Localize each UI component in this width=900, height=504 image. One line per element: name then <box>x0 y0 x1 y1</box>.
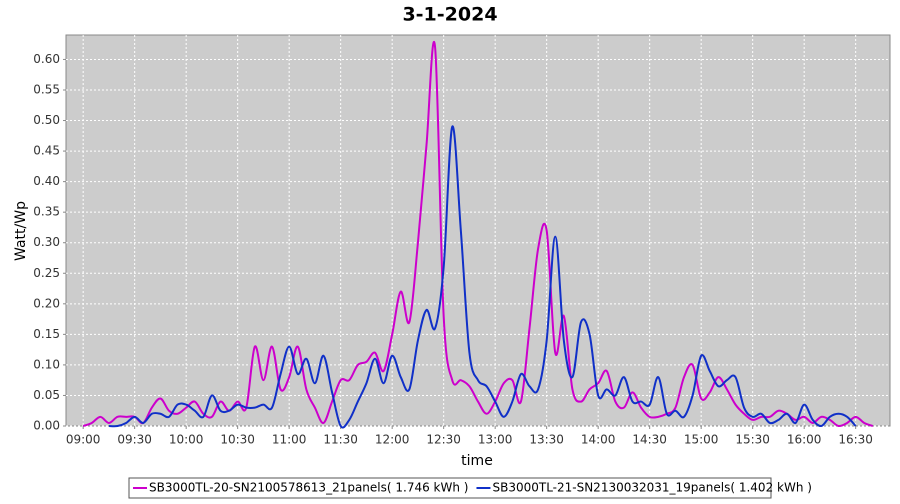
x-tick-label: 11:00 <box>272 433 307 447</box>
legend-box <box>128 477 772 499</box>
x-tick-label: 16:00 <box>787 433 822 447</box>
x-tick-label: 09:30 <box>117 433 152 447</box>
y-tick-label: 0.05 <box>33 388 60 402</box>
y-tick-label: 0.30 <box>33 235 60 249</box>
x-tick-label: 12:30 <box>426 433 461 447</box>
y-tick-label: 0.25 <box>33 266 60 280</box>
x-tick-label: 10:30 <box>220 433 255 447</box>
x-tick-label: 15:30 <box>735 433 770 447</box>
x-axis-label: time <box>461 453 493 469</box>
y-tick-label: 0.10 <box>33 357 60 371</box>
y-tick-label: 0.00 <box>33 419 60 433</box>
series-line <box>82 41 874 428</box>
x-tick-label: 11:30 <box>323 433 358 447</box>
y-tick-label: 0.40 <box>33 174 60 188</box>
legend-label: SB3000TL-20-SN2100578613_21panels( 1.746… <box>149 481 468 495</box>
chart-title: 3-1-2024 <box>402 4 497 26</box>
x-tick-label: 13:00 <box>478 433 513 447</box>
x-tick-label: 16:30 <box>838 433 873 447</box>
legend-label: SB3000TL-21-SN2130032031_19panels( 1.402… <box>492 481 811 495</box>
y-tick-label: 0.20 <box>33 296 60 310</box>
x-tick-label: 09:00 <box>66 433 101 447</box>
y-tick-label: 0.50 <box>33 113 60 127</box>
x-tick-label: 12:00 <box>375 433 410 447</box>
y-tick-label: 0.35 <box>33 205 60 219</box>
x-tick-label: 14:00 <box>581 433 616 447</box>
y-tick-label: 0.55 <box>33 82 60 96</box>
y-axis-label: Watt/Wp <box>13 201 29 261</box>
y-tick-label: 0.45 <box>33 144 60 158</box>
y-tick-label: 0.60 <box>33 52 60 66</box>
x-tick-label: 15:00 <box>684 433 719 447</box>
x-tick-label: 13:30 <box>529 433 564 447</box>
x-tick-label: 14:30 <box>632 433 667 447</box>
y-tick-label: 0.15 <box>33 327 60 341</box>
series-line <box>108 125 857 429</box>
plot-area <box>65 34 891 427</box>
x-tick-label: 10:00 <box>169 433 204 447</box>
